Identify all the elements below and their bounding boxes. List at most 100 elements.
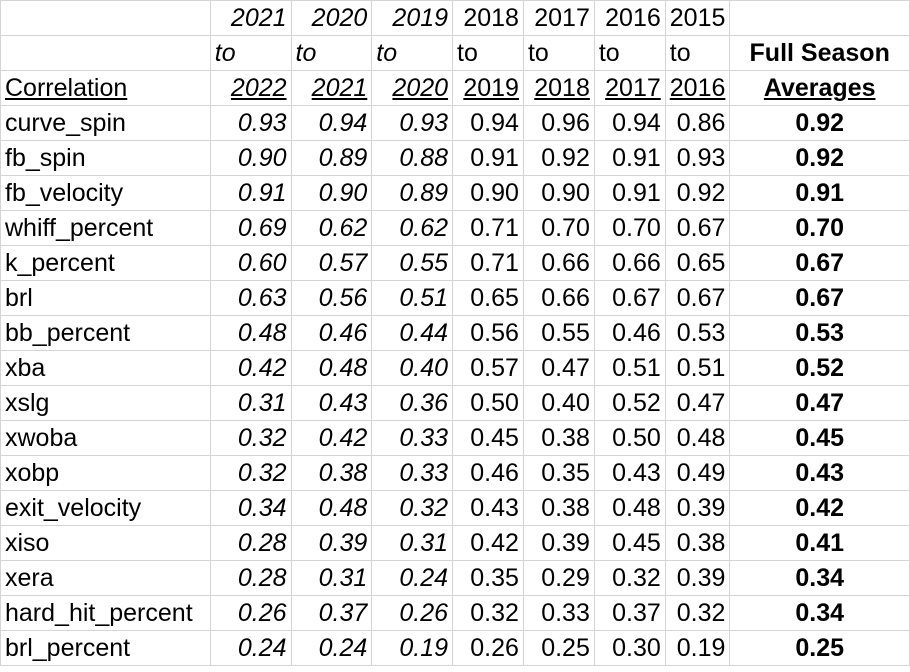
value-cell[interactable]: 0.29 [522, 560, 595, 596]
average-cell[interactable]: 0.47 [729, 385, 910, 421]
value-cell[interactable]: 0.46 [452, 455, 524, 491]
value-cell[interactable]: 0.92 [522, 140, 595, 176]
metric-label[interactable]: curve_spin [0, 105, 211, 141]
value-cell[interactable]: 0.66 [522, 280, 595, 316]
avg-header-line1[interactable]: Full Season [729, 35, 910, 71]
value-cell[interactable]: 0.62 [290, 210, 373, 246]
avg-header-cell[interactable]: Averages [729, 70, 910, 106]
value-cell[interactable]: 0.65 [664, 245, 731, 281]
value-cell[interactable]: 0.28 [209, 525, 292, 561]
average-cell[interactable]: 0.34 [729, 560, 910, 596]
value-cell[interactable]: 0.53 [664, 315, 731, 351]
value-cell[interactable]: 0.24 [371, 560, 454, 596]
value-cell[interactable]: 0.88 [371, 140, 454, 176]
value-cell[interactable]: 0.94 [452, 105, 524, 141]
average-cell[interactable]: 0.34 [729, 595, 910, 631]
value-cell[interactable]: 0.52 [593, 385, 666, 421]
header-cell[interactable]: 2016 [593, 0, 666, 36]
cell[interactable] [729, 0, 910, 36]
metric-label[interactable]: hard_hit_percent [0, 595, 211, 631]
value-cell[interactable]: 0.43 [452, 490, 524, 526]
header-cell[interactable]: 2018 [522, 70, 595, 106]
metric-label[interactable]: xiso [0, 525, 211, 561]
value-cell[interactable]: 0.50 [452, 385, 524, 421]
metric-label[interactable]: xera [0, 560, 211, 596]
value-cell[interactable]: 0.28 [209, 560, 292, 596]
header-cell[interactable]: 2015 [664, 0, 731, 36]
average-cell[interactable]: 0.70 [729, 210, 910, 246]
value-cell[interactable]: 0.48 [664, 420, 731, 456]
value-cell[interactable]: 0.42 [290, 420, 373, 456]
cell[interactable] [0, 0, 211, 36]
header-cell[interactable]: 2021 [290, 70, 373, 106]
value-cell[interactable]: 0.57 [452, 350, 524, 386]
value-cell[interactable]: 0.47 [664, 385, 731, 421]
value-cell[interactable]: 0.93 [664, 140, 731, 176]
average-cell[interactable]: 0.67 [729, 280, 910, 316]
value-cell[interactable]: 0.96 [522, 105, 595, 141]
value-cell[interactable]: 0.32 [209, 455, 292, 491]
value-cell[interactable]: 0.24 [290, 630, 373, 666]
value-cell[interactable]: 0.67 [664, 210, 731, 246]
header-cell[interactable]: to [593, 35, 666, 71]
value-cell[interactable]: 0.69 [209, 210, 292, 246]
average-cell[interactable]: 0.25 [729, 630, 910, 666]
average-cell[interactable]: 0.53 [729, 315, 910, 351]
cell[interactable] [0, 35, 211, 71]
value-cell[interactable]: 0.66 [593, 245, 666, 281]
value-cell[interactable]: 0.50 [593, 420, 666, 456]
value-cell[interactable]: 0.36 [371, 385, 454, 421]
average-cell[interactable]: 0.91 [729, 175, 910, 211]
value-cell[interactable]: 0.63 [209, 280, 292, 316]
value-cell[interactable]: 0.56 [290, 280, 373, 316]
value-cell[interactable]: 0.55 [371, 245, 454, 281]
value-cell[interactable]: 0.51 [593, 350, 666, 386]
metric-label[interactable]: exit_velocity [0, 490, 211, 526]
value-cell[interactable]: 0.31 [209, 385, 292, 421]
value-cell[interactable]: 0.38 [522, 490, 595, 526]
value-cell[interactable]: 0.62 [371, 210, 454, 246]
value-cell[interactable]: 0.93 [371, 105, 454, 141]
metric-label[interactable]: k_percent [0, 245, 211, 281]
value-cell[interactable]: 0.49 [664, 455, 731, 491]
value-cell[interactable]: 0.55 [522, 315, 595, 351]
header-cell[interactable]: to [452, 35, 524, 71]
header-cell[interactable]: 2017 [593, 70, 666, 106]
value-cell[interactable]: 0.43 [290, 385, 373, 421]
corner-label-cell[interactable]: Correlation [0, 70, 211, 106]
value-cell[interactable]: 0.91 [209, 175, 292, 211]
value-cell[interactable]: 0.25 [522, 630, 595, 666]
value-cell[interactable]: 0.43 [593, 455, 666, 491]
value-cell[interactable]: 0.26 [209, 595, 292, 631]
header-cell[interactable]: to [290, 35, 373, 71]
average-cell[interactable]: 0.45 [729, 420, 910, 456]
value-cell[interactable]: 0.30 [593, 630, 666, 666]
value-cell[interactable]: 0.46 [290, 315, 373, 351]
value-cell[interactable]: 0.32 [209, 420, 292, 456]
value-cell[interactable]: 0.57 [290, 245, 373, 281]
value-cell[interactable]: 0.94 [290, 105, 373, 141]
value-cell[interactable]: 0.71 [452, 210, 524, 246]
metric-label[interactable]: brl_percent [0, 630, 211, 666]
header-cell[interactable]: 2016 [664, 70, 731, 106]
value-cell[interactable]: 0.44 [371, 315, 454, 351]
value-cell[interactable]: 0.38 [290, 455, 373, 491]
value-cell[interactable]: 0.35 [522, 455, 595, 491]
metric-label[interactable]: fb_velocity [0, 175, 211, 211]
value-cell[interactable]: 0.86 [664, 105, 731, 141]
value-cell[interactable]: 0.39 [522, 525, 595, 561]
value-cell[interactable]: 0.92 [664, 175, 731, 211]
header-cell[interactable]: to [664, 35, 731, 71]
header-cell[interactable]: 2019 [371, 0, 454, 36]
average-cell[interactable]: 0.52 [729, 350, 910, 386]
value-cell[interactable]: 0.42 [452, 525, 524, 561]
value-cell[interactable]: 0.19 [371, 630, 454, 666]
average-cell[interactable]: 0.92 [729, 105, 910, 141]
metric-label[interactable]: fb_spin [0, 140, 211, 176]
header-cell[interactable]: 2021 [209, 0, 292, 36]
value-cell[interactable]: 0.90 [452, 175, 524, 211]
value-cell[interactable]: 0.26 [371, 595, 454, 631]
header-cell[interactable]: 2020 [290, 0, 373, 36]
value-cell[interactable]: 0.33 [371, 420, 454, 456]
header-cell[interactable]: 2018 [452, 0, 524, 36]
